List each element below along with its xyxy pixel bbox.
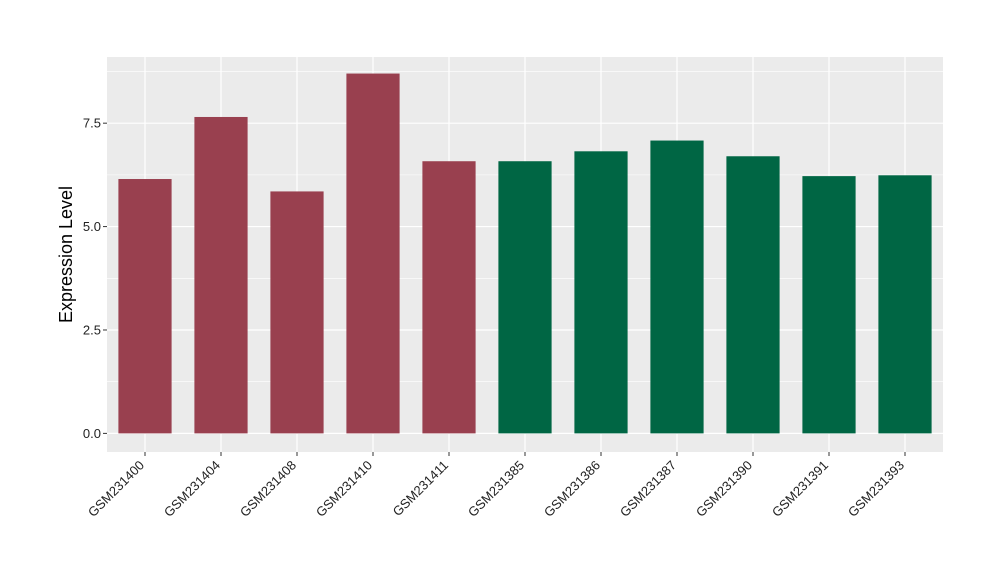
bars — [118, 73, 932, 434]
x-tick-label: GSM231411 — [390, 458, 452, 520]
bar-GSM231387 — [650, 140, 704, 434]
bar-GSM231404 — [194, 116, 248, 434]
bar-GSM231408 — [270, 191, 324, 434]
bar-GSM231393 — [878, 175, 932, 434]
x-tick-label: GSM231390 — [693, 458, 755, 520]
bar-GSM231400 — [118, 179, 172, 434]
bar-GSM231411 — [422, 161, 476, 434]
x-tick-label: GSM231387 — [617, 458, 679, 520]
y-tick-label: 7.5 — [83, 116, 101, 131]
y-tick-label: 2.5 — [83, 322, 101, 337]
x-tick-label: GSM231404 — [161, 458, 223, 520]
x-axis: GSM231400 GSM231404 GSM231408 GSM231410 GSM2… — [85, 452, 907, 520]
y-tick-label: 0.0 — [83, 426, 101, 441]
y-axis: 0.0 2.5 5.0 7.5 — [83, 116, 107, 441]
y-tick-label: 5.0 — [83, 219, 101, 234]
bar-GSM231391 — [802, 176, 856, 434]
y-axis-title: Expression Level — [56, 186, 76, 323]
x-tick-label: GSM231393 — [845, 458, 907, 520]
x-tick-label: GSM231408 — [237, 458, 299, 520]
bar-GSM231410 — [346, 73, 400, 434]
x-tick-label: GSM231385 — [465, 458, 527, 520]
bar-GSM231390 — [726, 156, 780, 434]
bar-GSM231386 — [574, 151, 628, 434]
bar-GSM231385 — [498, 161, 552, 434]
x-tick-label: GSM231391 — [769, 458, 831, 520]
x-tick-label: GSM231410 — [313, 458, 375, 520]
x-tick-label: GSM231400 — [85, 458, 147, 520]
x-tick-label: GSM231386 — [541, 458, 603, 520]
